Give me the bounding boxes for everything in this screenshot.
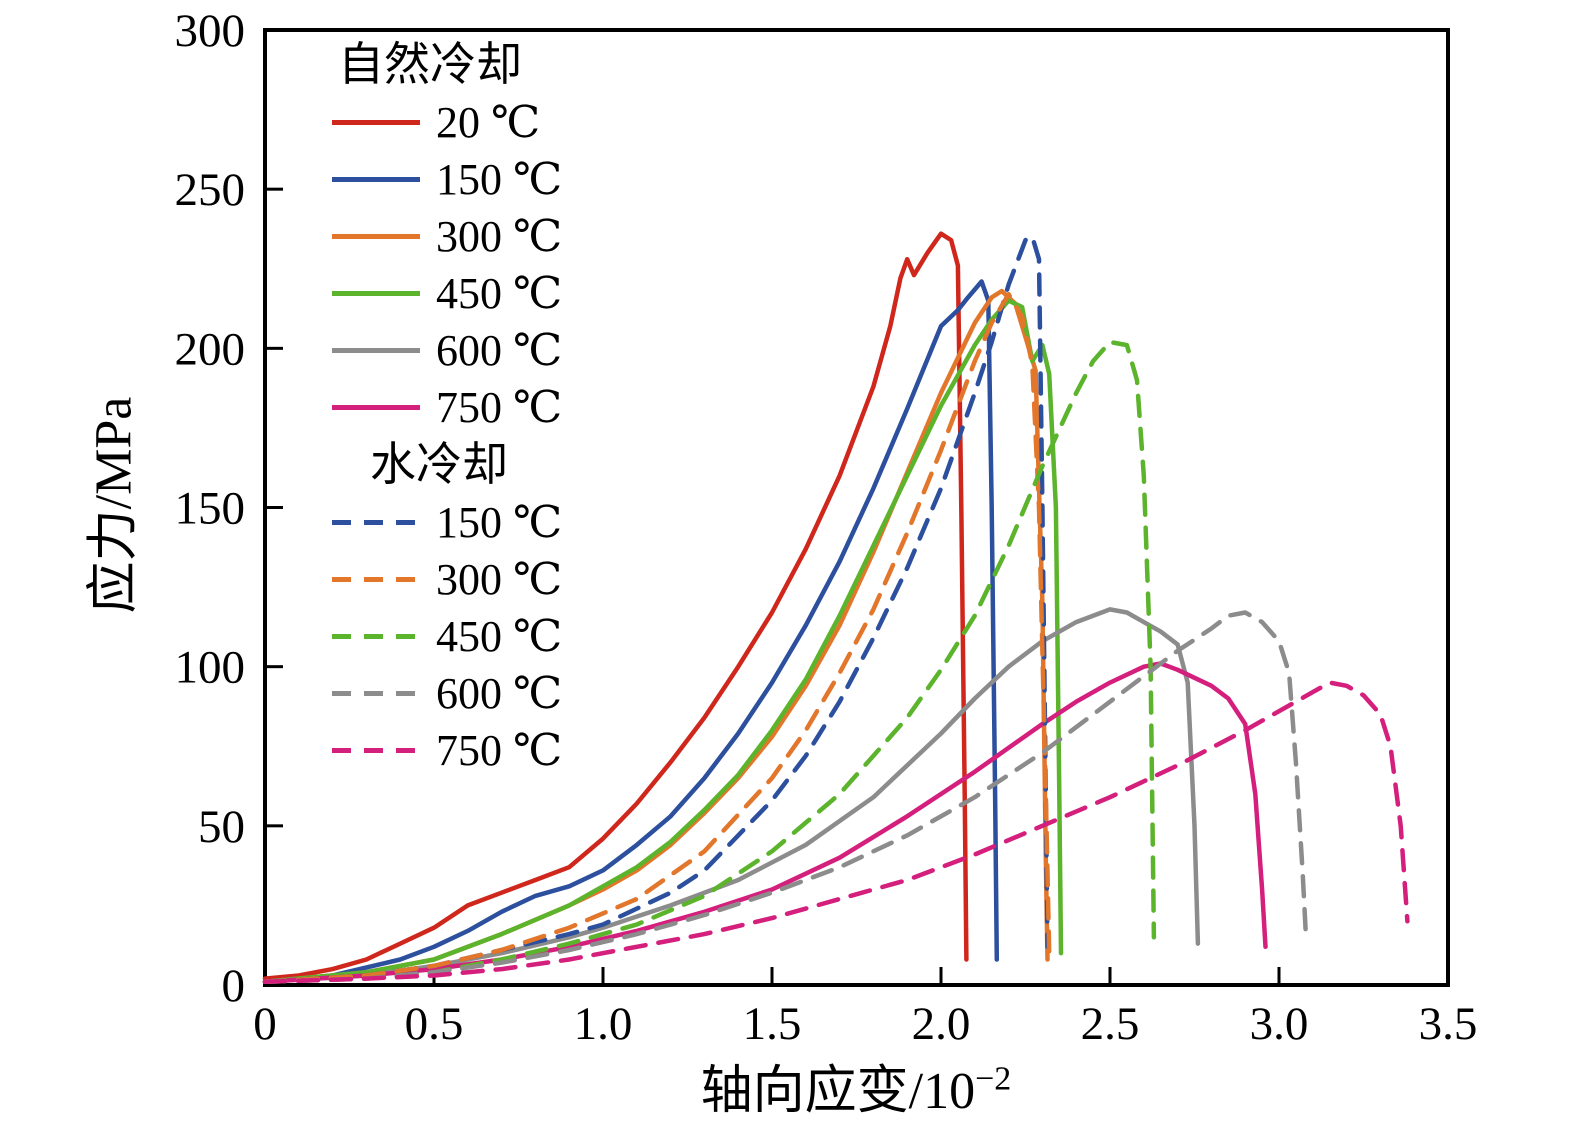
legend-swatch-natural-450: [332, 291, 420, 296]
y-tick-label: 300: [175, 5, 246, 57]
legend-swatch-natural-600: [332, 348, 420, 353]
x-axis-title: 轴向应变/10−2: [701, 1048, 1012, 1123]
legend-label-water-150: 150 ℃: [436, 498, 563, 547]
legend-group-title-water-cooling: 水冷却: [370, 439, 508, 490]
legend-swatch-water-450: [332, 634, 420, 639]
legend-item-natural-300: 300 ℃: [332, 208, 562, 265]
plot-frame: [263, 28, 1450, 987]
x-tick-label: 2.5: [1081, 998, 1140, 1050]
legend-swatch-natural-750: [332, 405, 420, 410]
y-tick-label: 100: [175, 642, 246, 694]
series-line-10-水冷却-750 ℃: [262, 680, 1410, 985]
legend-item-water-450: 450 ℃: [332, 608, 562, 665]
legend-item-water-300: 300 ℃: [332, 551, 562, 608]
series-line-8-水冷却-450 ℃: [262, 339, 1157, 985]
legend-item-water-750: 750 ℃: [332, 722, 562, 779]
legend-item-natural-750: 750 ℃: [332, 379, 562, 436]
legend-label-natural-750: 750 ℃: [436, 383, 563, 432]
legend: 自然冷却 20 ℃ 150 ℃ 300 ℃ 450 ℃ 600 ℃ 750 ℃ …: [332, 36, 562, 779]
x-tick-label: 1.5: [743, 998, 802, 1050]
legend-label-natural-150: 150 ℃: [436, 155, 563, 204]
y-tick-label: 150: [175, 483, 246, 535]
legend-swatch-water-150: [332, 520, 420, 525]
series-line-7-水冷却-300 ℃: [262, 291, 1052, 985]
legend-label-natural-20: 20 ℃: [436, 98, 541, 147]
legend-label-water-750: 750 ℃: [436, 726, 563, 775]
legend-item-water-600: 600 ℃: [332, 665, 562, 722]
series-line-6-水冷却-150 ℃: [262, 234, 1050, 985]
legend-swatch-natural-20: [332, 120, 420, 125]
series-line-9-水冷却-600 ℃: [262, 610, 1309, 985]
legend-item-natural-450: 450 ℃: [332, 265, 562, 322]
x-axis-title-base: 轴向应变/10: [700, 1063, 976, 1120]
legend-item-natural-150: 150 ℃: [332, 151, 562, 208]
y-tick-label: 0: [222, 960, 246, 1012]
x-tick-label: 0.5: [405, 998, 464, 1050]
legend-swatch-natural-300: [332, 234, 420, 239]
y-tick-label: 250: [175, 164, 246, 216]
y-tick-label: 50: [198, 801, 245, 853]
legend-label-natural-600: 600 ℃: [436, 326, 563, 375]
legend-label-natural-450: 450 ℃: [436, 269, 563, 318]
series-line-1-自然冷却-150 ℃: [262, 279, 1000, 985]
legend-label-natural-300: 300 ℃: [436, 212, 563, 261]
legend-group-title-natural-cooling: 自然冷却: [338, 39, 522, 90]
legend-swatch-natural-150: [332, 177, 420, 182]
legend-item-water-150: 150 ℃: [332, 494, 562, 551]
x-tick-label: 3.5: [1419, 998, 1478, 1050]
legend-swatch-water-300: [332, 577, 420, 582]
x-tick-label: 1.0: [574, 998, 633, 1050]
series-line-4-自然冷却-600 ℃: [262, 607, 1201, 985]
legend-label-water-450: 450 ℃: [436, 612, 563, 661]
y-axis-title: 应力/MPa: [85, 396, 143, 614]
legend-label-water-300: 300 ℃: [436, 555, 563, 604]
series-line-0-自然冷却-20 ℃: [262, 231, 969, 981]
x-tick-label: 0: [253, 998, 277, 1050]
legend-item-natural-600: 600 ℃: [332, 322, 562, 379]
x-axis-title-exponent: −2: [975, 1060, 1012, 1098]
y-tick-label: 200: [175, 323, 246, 375]
legend-swatch-water-750: [332, 748, 420, 753]
legend-label-water-600: 600 ℃: [436, 669, 563, 718]
x-tick-label: 2.0: [912, 998, 971, 1050]
legend-item-natural-20: 20 ℃: [332, 94, 562, 151]
x-tick-label: 3.0: [1250, 998, 1309, 1050]
legend-swatch-water-600: [332, 691, 420, 696]
